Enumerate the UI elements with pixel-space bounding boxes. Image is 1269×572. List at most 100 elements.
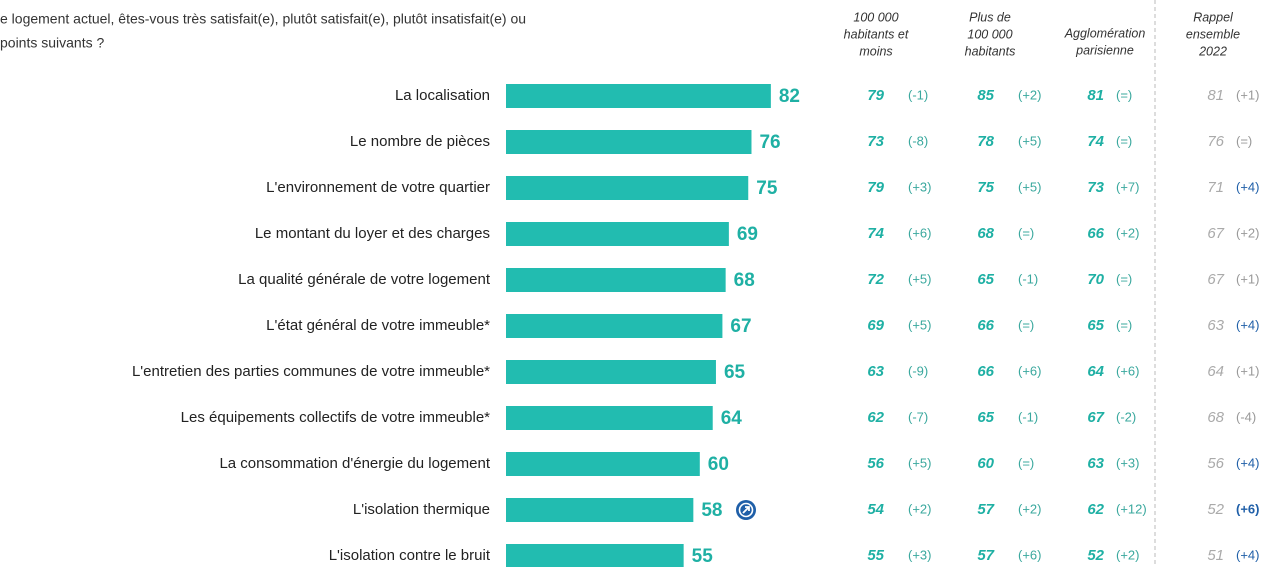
cell-change: (-2) (1116, 409, 1136, 424)
cell-change: (+5) (1018, 133, 1041, 148)
bar (506, 84, 771, 108)
cell-change: (-1) (1018, 271, 1038, 286)
cell-value: 65 (1087, 317, 1104, 334)
value-label: 68 (734, 270, 755, 291)
cell-change: (+2) (908, 501, 931, 516)
cell-value: 67 (1207, 225, 1224, 242)
cell-value: 55 (867, 547, 884, 564)
cell-value: 65 (977, 271, 994, 288)
value-label: 76 (759, 132, 780, 153)
column-header: moins (859, 44, 892, 58)
column-header: habitants (965, 44, 1016, 58)
cell-change: (+6) (1236, 501, 1259, 516)
column-header: ensemble (1186, 27, 1240, 41)
cell-change: (+3) (1116, 455, 1139, 470)
cell-value: 79 (867, 87, 884, 104)
column-header: parisienne (1075, 43, 1134, 57)
cell-value: 78 (977, 133, 994, 150)
cell-change: (=) (1236, 133, 1252, 148)
cell-change: (+2) (1116, 547, 1139, 562)
cell-change: (=) (1116, 317, 1132, 332)
cell-change: (+4) (1236, 547, 1259, 562)
value-label: 58 (701, 500, 722, 521)
cell-value: 57 (977, 501, 994, 518)
cell-value: 64 (1087, 363, 1104, 380)
category-label: L'isolation thermique (353, 501, 490, 518)
category-label: Le montant du loyer et des charges (255, 225, 490, 242)
cell-change: (+2) (1116, 225, 1139, 240)
cell-value: 73 (867, 133, 884, 150)
cell-value: 67 (1087, 409, 1104, 426)
cell-change: (+3) (908, 547, 931, 562)
cell-value: 69 (867, 317, 884, 334)
category-label: La localisation (395, 87, 490, 104)
category-label: L'isolation contre le bruit (329, 547, 491, 564)
cell-change: (+6) (1018, 547, 1041, 562)
column-header: Rappel (1193, 10, 1234, 24)
cell-value: 68 (1207, 409, 1224, 426)
column-header: 100 000 (967, 27, 1012, 41)
cell-change: (+5) (908, 271, 931, 286)
cell-change: (+5) (908, 455, 931, 470)
column-header: Agglomération (1064, 26, 1146, 40)
category-label: La qualité générale de votre logement (238, 271, 491, 288)
cell-value: 85 (977, 87, 994, 104)
cell-value: 73 (1087, 179, 1104, 196)
chart-title: e logement actuel, êtes-vous très satisf… (0, 11, 526, 27)
cell-value: 66 (977, 317, 994, 334)
bar (506, 452, 700, 476)
chart-title: points suivants ? (0, 35, 104, 51)
cell-change: (+6) (1018, 363, 1041, 378)
cell-change: (-9) (908, 363, 928, 378)
cell-change: (+1) (1236, 363, 1259, 378)
column-header: Plus de (969, 10, 1011, 24)
bar (506, 498, 694, 522)
cell-value: 52 (1207, 501, 1224, 518)
cell-change: (+1) (1236, 271, 1259, 286)
cell-value: 51 (1207, 547, 1224, 564)
cell-value: 52 (1087, 547, 1104, 564)
bar (506, 314, 723, 338)
cell-change: (+7) (1116, 179, 1139, 194)
cell-value: 75 (977, 179, 994, 196)
cell-change: (-4) (1236, 409, 1256, 424)
cell-value: 63 (1207, 317, 1224, 334)
cell-value: 63 (867, 363, 884, 380)
cell-value: 76 (1207, 133, 1224, 150)
value-label: 69 (737, 224, 758, 245)
cell-value: 79 (867, 179, 884, 196)
category-label: L'état général de votre immeuble* (266, 317, 490, 334)
cell-value: 81 (1087, 87, 1104, 104)
cell-value: 71 (1207, 179, 1224, 196)
cell-change: (+6) (908, 225, 931, 240)
cell-value: 68 (977, 225, 994, 242)
value-label: 67 (730, 316, 751, 337)
cell-change: (+6) (1116, 363, 1139, 378)
cell-change: (+4) (1236, 455, 1259, 470)
value-label: 55 (692, 546, 714, 567)
value-label: 60 (708, 454, 729, 475)
cell-change: (=) (1116, 133, 1132, 148)
bar (506, 130, 752, 154)
category-label: L'entretien des parties communes de votr… (132, 363, 490, 380)
cell-change: (-1) (908, 87, 928, 102)
bar (506, 406, 713, 430)
cell-value: 65 (977, 409, 994, 426)
cell-value: 62 (1087, 501, 1104, 518)
cell-change: (+5) (908, 317, 931, 332)
cell-change: (+4) (1236, 317, 1259, 332)
cell-change: (-1) (1018, 409, 1038, 424)
cell-value: 56 (867, 455, 884, 472)
cell-value: 56 (1207, 455, 1224, 472)
cell-change: (+12) (1116, 501, 1147, 516)
cell-change: (+3) (908, 179, 931, 194)
value-label: 64 (721, 408, 743, 429)
cell-change: (=) (1116, 87, 1132, 102)
bar (506, 268, 726, 292)
cell-value: 63 (1087, 455, 1104, 472)
bar (506, 360, 716, 384)
cell-value: 66 (1087, 225, 1104, 242)
cell-change: (+2) (1236, 225, 1259, 240)
